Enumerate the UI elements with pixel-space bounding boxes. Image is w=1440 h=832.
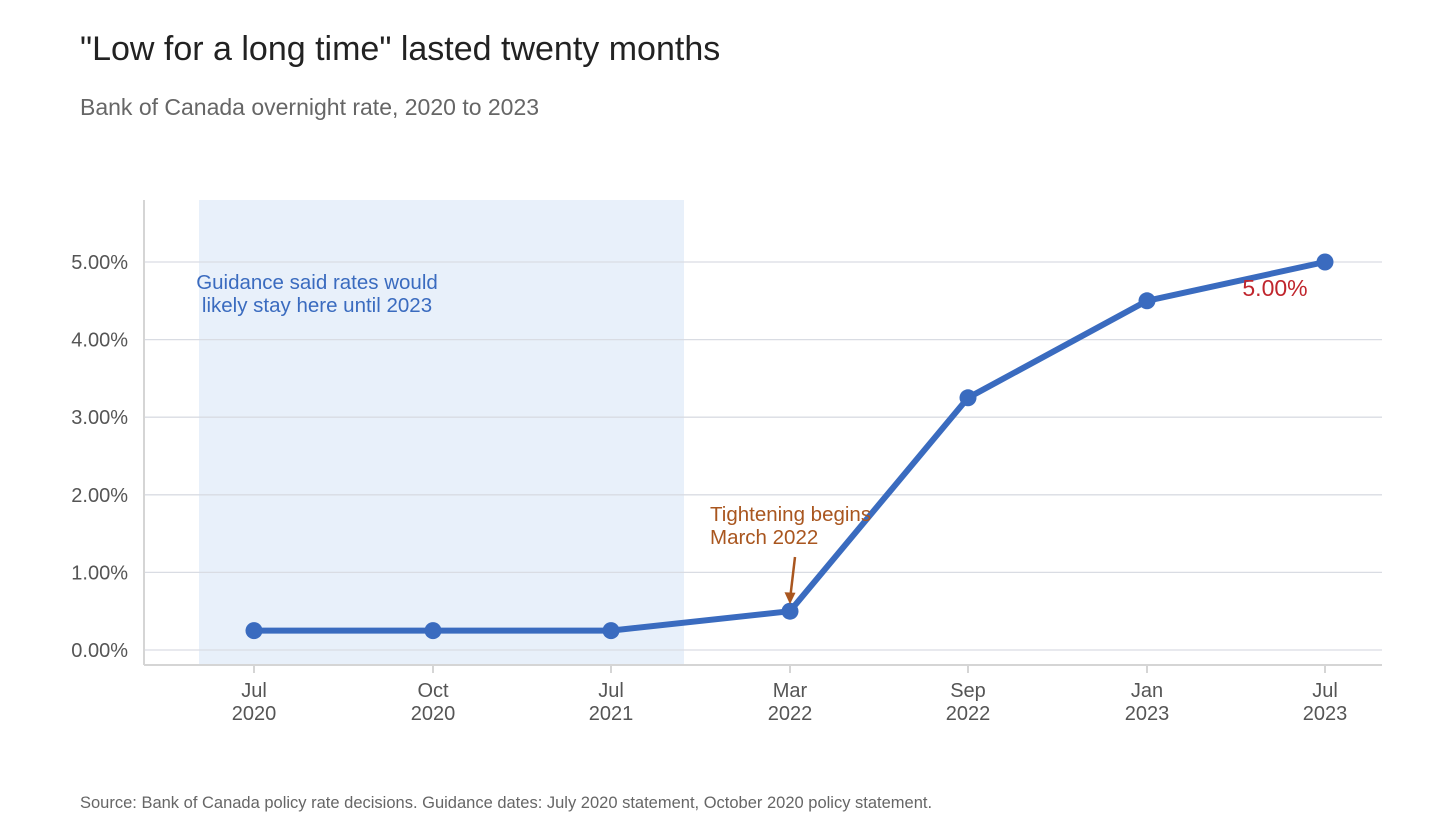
x-tick-labels-group: Jul 2020 Oct 2020 Jul 2021 Mar 2022 Sep 2022 Jan 20… xyxy=(232,665,1348,725)
guidance-annotation-line: likely stay here until 2023 xyxy=(202,294,432,317)
gridlines-group xyxy=(144,261,1382,651)
y-tick-label: 0.00% xyxy=(71,640,128,662)
tightening-annotation-line: March 2022 xyxy=(710,526,818,549)
x-tick-label: Sep 2022 xyxy=(946,680,991,725)
source-note: Source: Bank of Canada policy rate decis… xyxy=(80,794,933,812)
y-tick-label: 1.00% xyxy=(71,562,128,584)
chart-title: "Low for a long time" lasted twenty mont… xyxy=(80,30,721,68)
data-point xyxy=(245,622,263,640)
shaded-region-group xyxy=(199,200,684,665)
shaded-guidance-region xyxy=(199,200,684,665)
y-tick-labels-group: 0.00% 1.00% 2.00% 3.00% 4.00% 5.00% xyxy=(71,252,128,662)
y-tick-label: 3.00% xyxy=(71,407,128,429)
data-point xyxy=(1138,292,1156,310)
tightening-annotation-line: Tightening begins xyxy=(710,503,871,526)
y-tick-label: 5.00% xyxy=(71,252,128,274)
y-tick-label: 4.00% xyxy=(71,330,128,352)
x-tick-label: Jan 2023 xyxy=(1125,680,1170,725)
axes-group xyxy=(143,200,1382,666)
data-point xyxy=(424,622,442,640)
y-tick-label: 2.00% xyxy=(71,485,128,507)
data-points-group xyxy=(245,253,1334,640)
tightening-arrow-head xyxy=(784,592,796,605)
data-point xyxy=(1316,253,1334,271)
x-tick-label: Mar 2022 xyxy=(768,680,813,725)
tightening-arrow-shaft xyxy=(789,556,797,596)
x-tick-label: Jul 2020 xyxy=(232,680,277,725)
data-point xyxy=(602,622,620,640)
data-point xyxy=(781,602,799,620)
x-tick-label: Jul 2021 xyxy=(589,680,634,725)
chart-subtitle: Bank of Canada overnight rate, 2020 to 2… xyxy=(80,94,540,120)
x-tick-label: Jul 2023 xyxy=(1303,680,1348,725)
end-value-label: 5.00% xyxy=(1242,275,1307,301)
x-tick-label: Oct 2020 xyxy=(411,680,456,725)
guidance-annotation-line: Guidance said rates would xyxy=(196,271,438,294)
data-point xyxy=(959,389,977,407)
